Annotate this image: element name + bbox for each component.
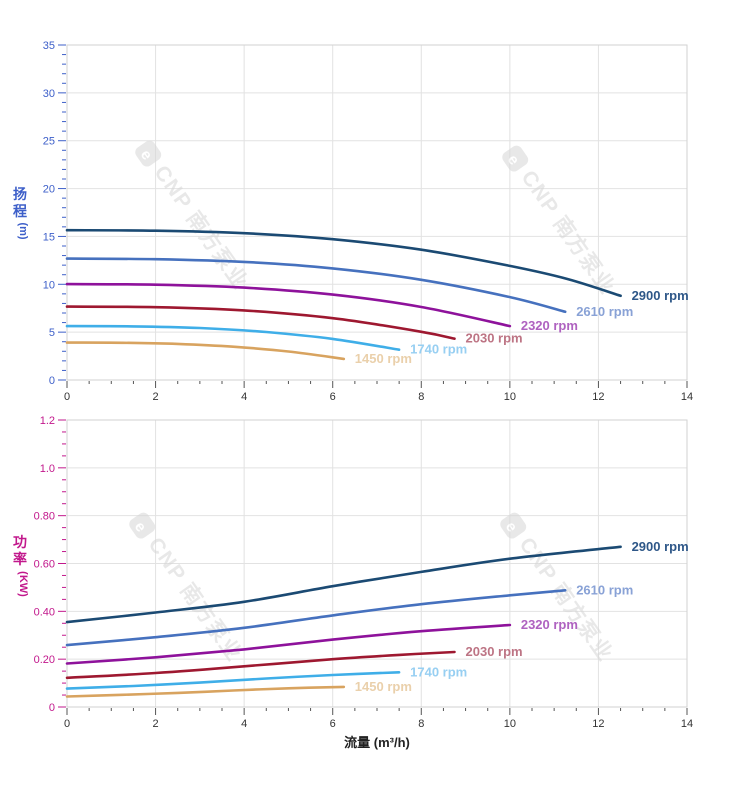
x-tick-label: 2: [153, 718, 159, 730]
x-tick-label: 14: [681, 391, 693, 403]
y-tick-label: 20: [43, 184, 55, 196]
curve-2900-rpm: [65, 228, 622, 298]
power-axis-title-char2: 率: [13, 551, 27, 567]
y-tick-label: 0: [49, 702, 55, 714]
y-tick-label: 10: [43, 279, 55, 291]
x-tick-label: 6: [330, 718, 336, 730]
series-label-2610-rpm: 2610 rpm: [576, 304, 633, 319]
plot-frame: [66, 44, 688, 381]
curve-2610-rpm: [65, 589, 567, 647]
series-label-2320-rpm: 2320 rpm: [521, 318, 578, 333]
curve-1740-rpm: [65, 671, 401, 690]
x-tick-label: 0: [64, 391, 70, 403]
y-tick-label: 0: [49, 375, 55, 387]
flow-axis-title: 流量 (m³/h): [344, 735, 410, 750]
curve-2610-rpm: [65, 257, 567, 314]
x-tick-label: 12: [592, 718, 604, 730]
curve-1740-rpm: [65, 324, 401, 351]
series-label-2030-rpm: 2030 rpm: [466, 644, 523, 659]
x-tick-label: 6: [330, 391, 336, 403]
series-label-2030-rpm: 2030 rpm: [466, 331, 523, 346]
curve-2900-rpm: [65, 545, 622, 624]
x-tick-label: 2: [153, 391, 159, 403]
series-label-2610-rpm: 2610 rpm: [576, 582, 633, 597]
series-label-2900-rpm: 2900 rpm: [632, 288, 689, 303]
x-tick-label: 0: [64, 718, 70, 730]
y-tick-label: 35: [43, 40, 55, 52]
x-tick-label: 8: [418, 391, 424, 403]
series-label-1450-rpm: 1450 rpm: [355, 351, 412, 366]
x-tick-label: 4: [241, 391, 247, 403]
y-tick-label: 0.40: [34, 606, 55, 618]
power-axis-unit: (KW): [17, 571, 29, 597]
x-tick-label: 4: [241, 718, 247, 730]
y-tick-label: 5: [49, 327, 55, 339]
y-tick-label: 25: [43, 136, 55, 148]
y-tick-label: 15: [43, 231, 55, 243]
watermark-text: CNP 南方泵业: [150, 161, 253, 294]
curve-2030-rpm: [65, 305, 456, 340]
watermark-logo-icon: [135, 140, 162, 167]
series-label-2320-rpm: 2320 rpm: [521, 617, 578, 632]
curve-1450-rpm: [65, 685, 346, 698]
power-axis-title-char1: 功: [13, 534, 27, 550]
head-axis-title-char2: 程: [13, 203, 27, 219]
series-label-1450-rpm: 1450 rpm: [355, 679, 412, 694]
head-axis-unit: (m): [17, 222, 29, 239]
x-tick-label: 10: [504, 391, 516, 403]
x-tick-label: 10: [504, 718, 516, 730]
series-label-1740-rpm: 1740 rpm: [410, 342, 467, 357]
curve-2320-rpm: [65, 282, 512, 328]
curve-2320-rpm: [65, 623, 512, 665]
curve-1450-rpm: [65, 341, 346, 361]
y-tick-label: 30: [43, 88, 55, 100]
y-tick-label: 0.20: [34, 654, 55, 666]
x-tick-label: 8: [418, 718, 424, 730]
series-label-1740-rpm: 1740 rpm: [410, 664, 467, 679]
watermark-logo-icon: [129, 512, 156, 539]
y-tick-label: 0.60: [34, 559, 55, 571]
y-tick-label: 1.2: [40, 415, 55, 427]
y-tick-label: 0.80: [34, 511, 55, 523]
x-tick-label: 14: [681, 718, 693, 730]
curve-2030-rpm: [65, 650, 456, 680]
x-tick-label: 12: [592, 391, 604, 403]
watermark-logo-icon: [502, 145, 529, 172]
head-axis-title-char1: 扬: [13, 186, 27, 202]
watermark-text: CNP 南方泵业: [144, 533, 247, 666]
series-label-2900-rpm: 2900 rpm: [632, 539, 689, 554]
plot-frame: [66, 419, 688, 708]
y-tick-label: 1.0: [40, 463, 55, 475]
watermark-logo-icon: [500, 512, 527, 539]
